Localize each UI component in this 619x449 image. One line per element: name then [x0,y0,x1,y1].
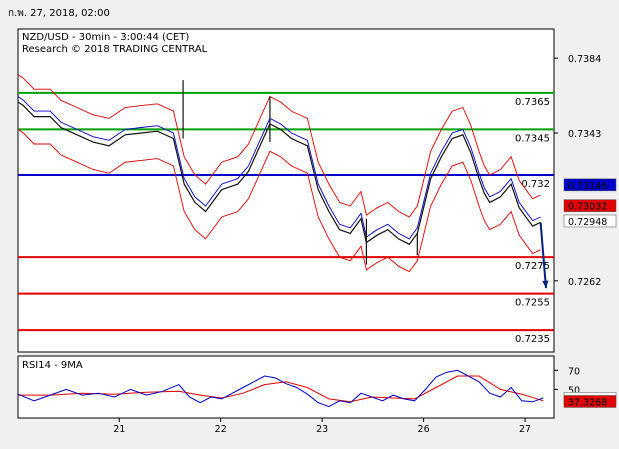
price-line [17,101,541,246]
price-badge [563,178,617,192]
price-badge [563,199,617,212]
chart-title: NZD/USD - 30min - 3:00:44 (CET) [22,32,189,43]
price-badge [563,214,617,228]
forecast-arrow [539,222,549,289]
time-tick-label: 27 [519,424,531,435]
price-panel [17,28,555,353]
price-badges: 0.73146 0.73032 0.72948 [563,178,617,228]
rsi-badges: 40.6337.3268 [563,392,617,408]
upper-band-line [17,74,541,218]
level-label-support: 0.7255 [515,298,550,309]
price-tick-label: 0.7384 [568,54,601,65]
level-label-pivot: 0.732 [521,179,550,190]
time-tick-label: 26 [418,424,430,435]
level-label-support: 0.7235 [515,334,550,345]
price-series [17,74,541,273]
time-tick-label: 22 [215,424,227,435]
rsi-badge [563,395,617,408]
moving-average-line [17,96,541,240]
time-tick-label: 23 [316,424,328,435]
rsi-lines [17,369,544,408]
chart-subtitle: Research © 2018 TRADING CENTRAL [22,44,208,55]
price-spikes [182,80,418,265]
rsi-axis: 70 50 [554,366,580,396]
time-tick-label: 21 [113,424,125,435]
price-tick-label: 0.7262 [568,277,601,288]
rsi-tick-label: 50 [568,385,580,396]
rsi-badge-label: 37.3268 [568,397,607,408]
rsi-ma-line [18,375,544,403]
lower-band-line [17,129,541,273]
forecast-arrow-head [542,280,549,289]
header-timestamp: ก.พ. 27, 2018, 02:00 [8,8,110,19]
key-levels: 0.7365 0.7345 0.732 0.7275 0.7255 0.7235 [18,91,554,345]
price-badge-label: 0.73146 [568,181,607,192]
time-axis: 21 22 23 26 27 [113,418,531,435]
rsi-panel [17,355,555,419]
rsi-title: RSI14 - 9MA [22,360,83,371]
level-label-resistance: 0.7365 [515,97,550,108]
rsi-line [17,369,544,408]
level-label-resistance: 0.7345 [515,133,550,144]
price-axis: 0.7384 0.7343 0.7262 [554,54,601,288]
price-tick-label: 0.7343 [568,129,601,140]
forecast-arrow-shaft [539,222,547,289]
rsi-tick-label: 70 [568,366,580,377]
price-badge-label: 0.73032 [568,202,607,213]
level-label-support: 0.7275 [515,261,550,272]
price-badge-label: 0.72948 [568,217,607,228]
